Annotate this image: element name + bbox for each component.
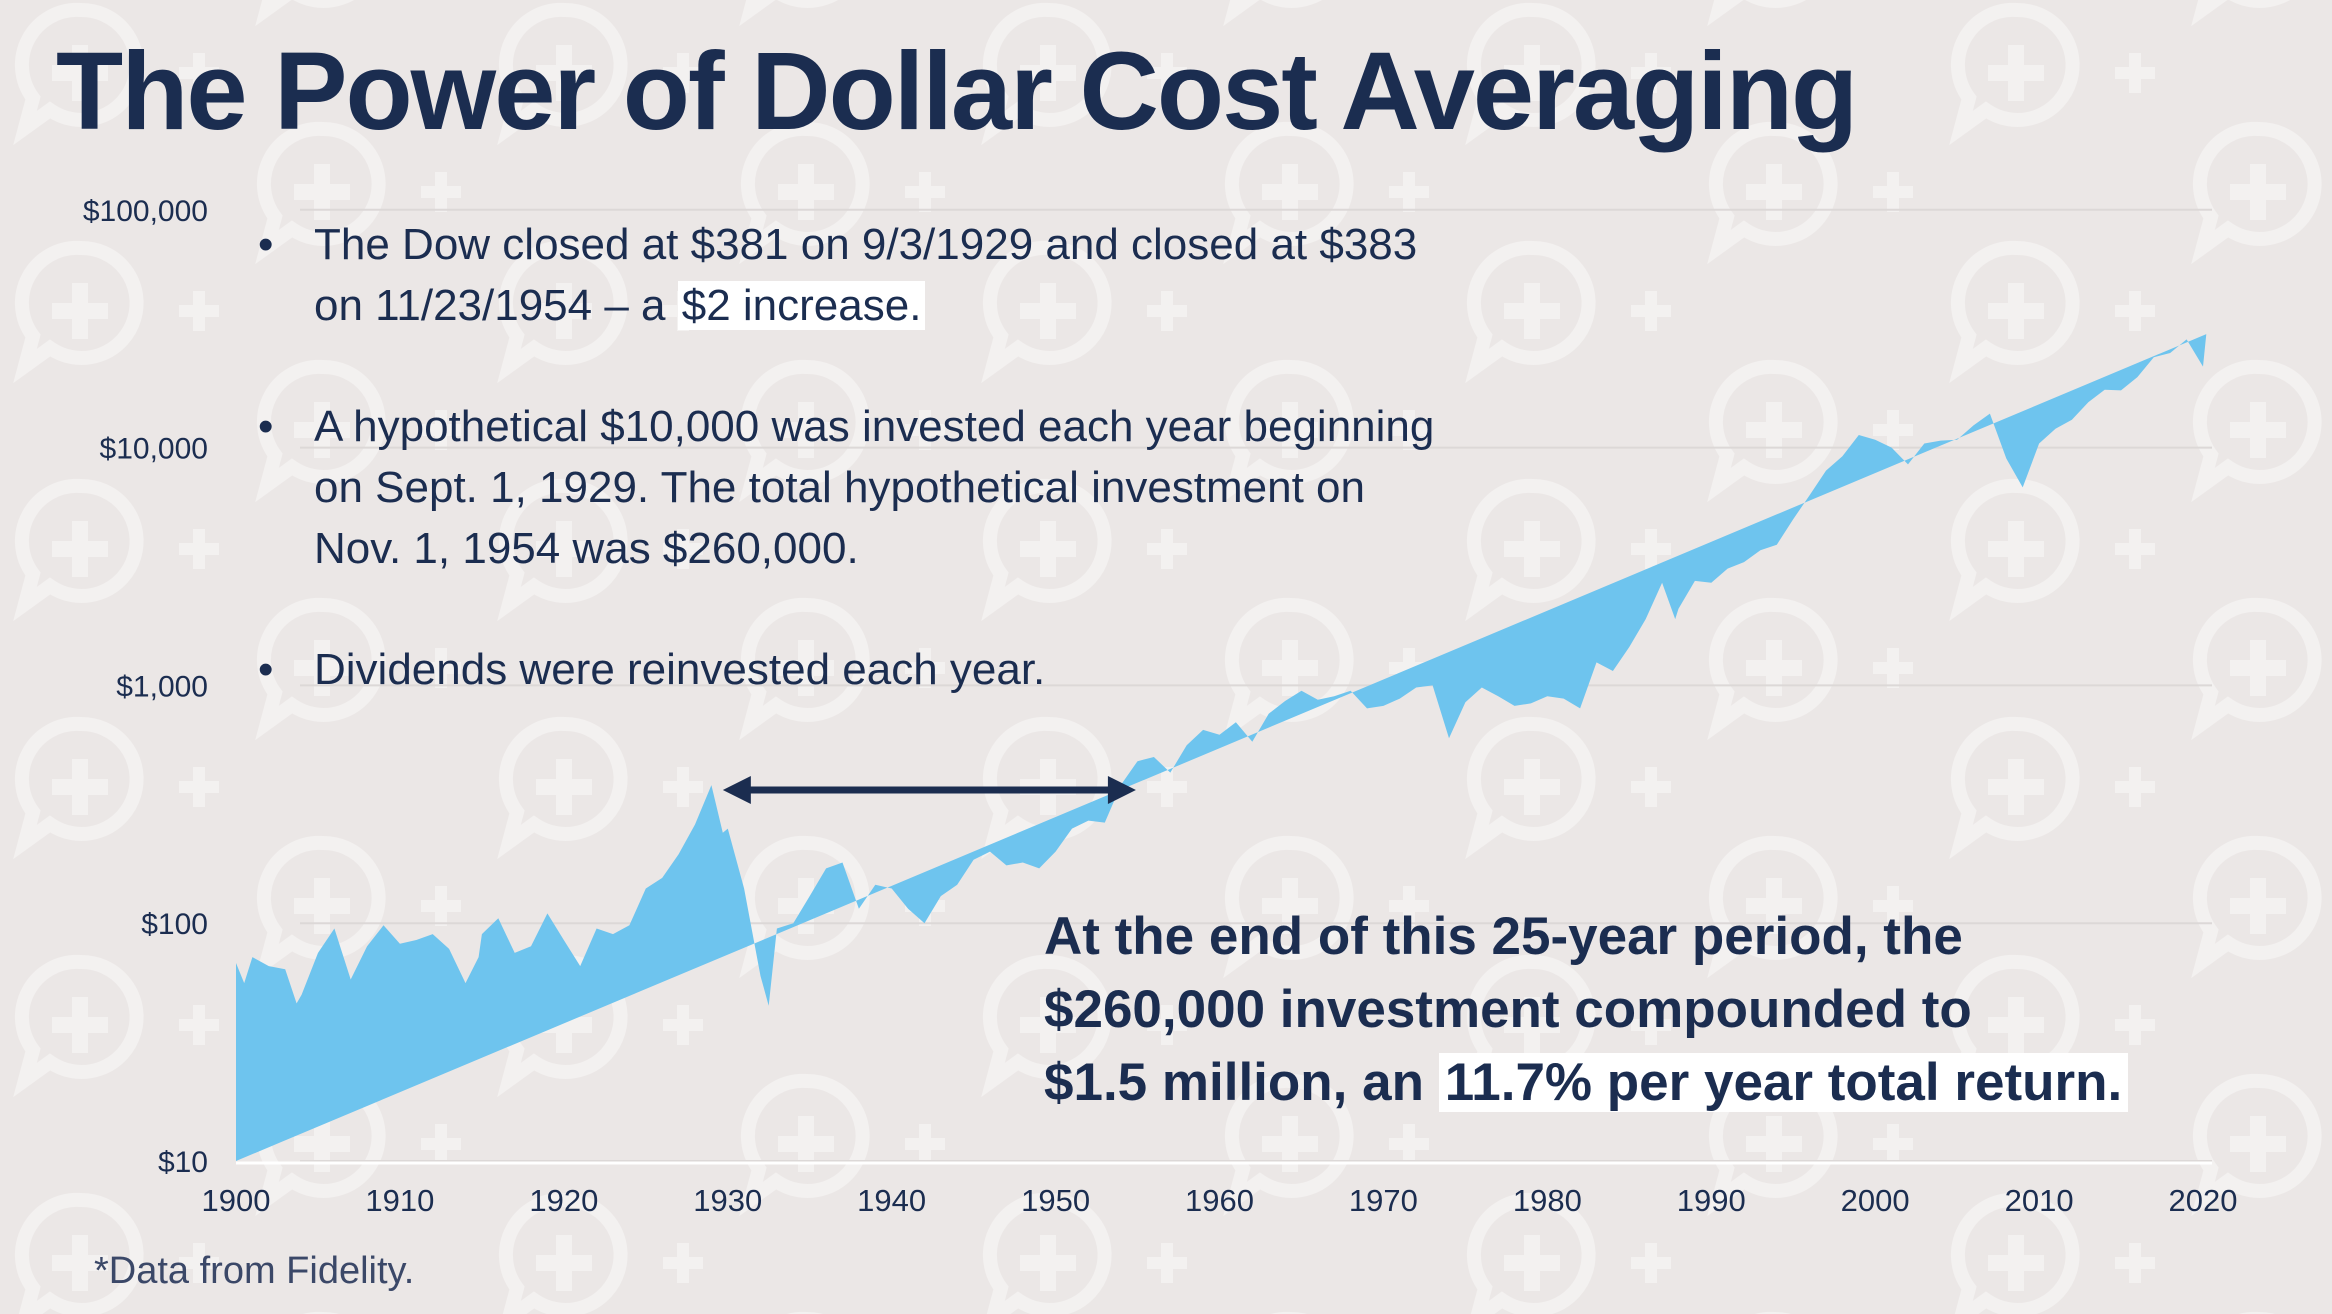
callout-text: At the end of this 25-year period, the $… (1044, 900, 2129, 1119)
x-axis: 1900 1910 1920 1930 1940 1950 1960 1970 … (202, 1183, 2238, 1218)
page-title: The Power of Dollar Cost Averaging (56, 30, 1858, 153)
y-tick-label: $10 (158, 1146, 208, 1179)
x-tick-label: 1900 (202, 1183, 271, 1218)
x-tick-label: 1990 (1677, 1183, 1746, 1218)
x-tick-label: 1910 (365, 1183, 434, 1218)
arrow-head-right-icon (1107, 776, 1136, 804)
bullet-item: • The Dow closed at $381 on 9/3/1929 and… (250, 214, 1464, 336)
x-tick-label: 1940 (857, 1183, 926, 1218)
bullet-icon: • (258, 220, 274, 269)
arrow-head-left-icon (722, 776, 751, 804)
bullet-text: Dividends were reinvested each year. (314, 645, 1046, 694)
y-tick-label: $100 (141, 908, 208, 941)
x-tick-label: 2010 (2005, 1183, 2074, 1218)
bullet-text: A hypothetical $10,000 was invested each… (314, 402, 1435, 573)
callout-highlight: 11.7% per year total return. (1438, 1053, 2129, 1112)
bullet-highlight: $2 increase. (677, 281, 926, 330)
dow-area-series (236, 334, 2207, 1162)
callout-line: $260,000 investment compounded to (1044, 980, 1972, 1039)
x-tick-label: 2000 (1841, 1183, 1910, 1218)
x-tick-label: 1930 (693, 1183, 762, 1218)
x-tick-label: 2020 (2169, 1183, 2238, 1218)
y-tick-label: $10,000 (100, 433, 208, 466)
bullet-icon: • (258, 402, 274, 451)
x-tick-label: 1950 (1021, 1183, 1090, 1218)
callout-line: $1.5 million, an 11.7% per year total re… (1044, 1046, 2129, 1119)
y-tick-label: $100,000 (83, 195, 208, 228)
gridlines (300, 208, 2212, 1162)
bullet-list: • The Dow closed at $381 on 9/3/1929 and… (250, 214, 1464, 760)
x-tick-label: 1960 (1185, 1183, 1254, 1218)
bullet-icon: • (258, 645, 274, 694)
x-tick-label: 1970 (1349, 1183, 1418, 1218)
y-axis: $10 $100 $1,000 $10,000 $100,000 (83, 195, 208, 1179)
bullet-text: The Dow closed at $381 on 9/3/1929 and c… (314, 220, 1418, 330)
period-double-arrow (722, 776, 1136, 804)
callout-line: At the end of this 25-year period, the (1044, 907, 1963, 966)
callout-plain: $1.5 million, an (1044, 1053, 1439, 1112)
bullet-item: • Dividends were reinvested each year. (250, 639, 1464, 700)
y-tick-label: $1,000 (116, 670, 208, 703)
bullet-item: • A hypothetical $10,000 was invested ea… (250, 396, 1444, 579)
footnote: *Data from Fidelity. (94, 1250, 415, 1292)
x-tick-label: 1920 (529, 1183, 598, 1218)
x-tick-label: 1980 (1513, 1183, 1582, 1218)
